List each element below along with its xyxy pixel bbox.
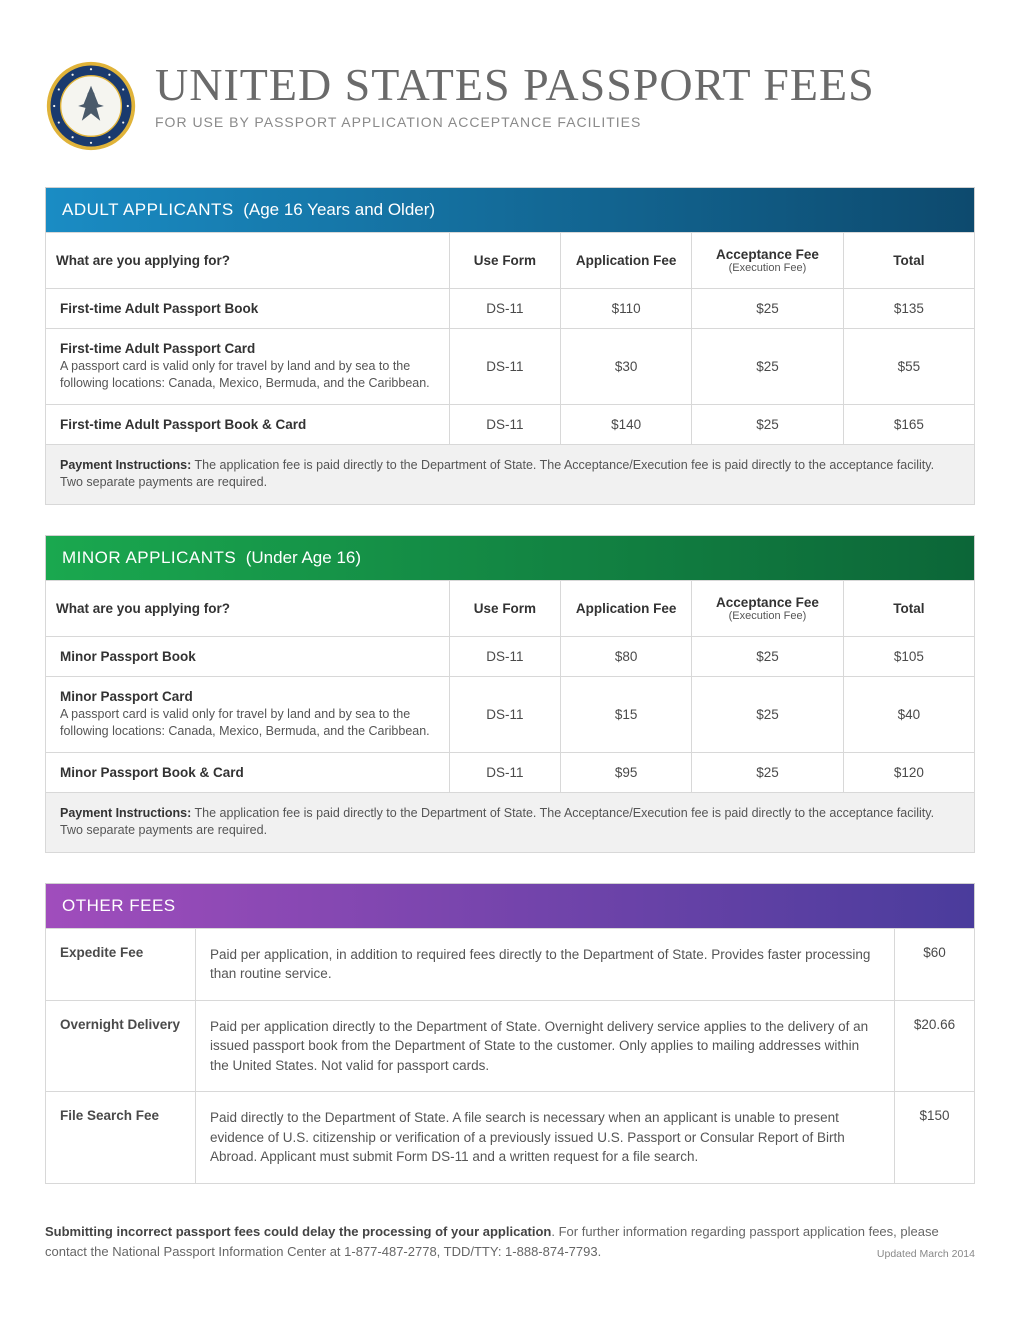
table-row: Expedite Fee Paid per application, in ad… xyxy=(46,928,975,1000)
payment-instructions-row: Payment Instructions: The application fe… xyxy=(46,792,975,852)
col-form: Use Form xyxy=(449,580,560,636)
col-total: Total xyxy=(843,233,974,289)
adult-fee-table: What are you applying for? Use Form Appl… xyxy=(45,232,975,505)
section-bar-title: MINOR APPLICANTS xyxy=(62,548,236,567)
page-header: UNITED STATES PASSPORT FEES FOR USE BY P… xyxy=(45,60,975,152)
col-total: Total xyxy=(843,580,974,636)
page-title: UNITED STATES PASSPORT FEES xyxy=(155,62,875,108)
updated-date: Updated March 2014 xyxy=(877,1247,975,1263)
col-what: What are you applying for? xyxy=(46,580,450,636)
other-fees-section: OTHER FEES Expedite Fee Paid per applica… xyxy=(45,883,975,1185)
payment-instructions-row: Payment Instructions: The application fe… xyxy=(46,444,975,504)
adult-section-bar: ADULT APPLICANTS (Age 16 Years and Older… xyxy=(45,187,975,232)
table-row: Minor Passport CardA passport card is va… xyxy=(46,676,975,752)
other-fees-table: Expedite Fee Paid per application, in ad… xyxy=(45,928,975,1185)
table-row: First-time Adult Passport Book & Card DS… xyxy=(46,404,975,444)
col-form: Use Form xyxy=(449,233,560,289)
minor-fee-table: What are you applying for? Use Form Appl… xyxy=(45,580,975,853)
section-bar-sub: (Age 16 Years and Older) xyxy=(243,200,435,219)
table-row: First-time Adult Passport Book DS-11 $11… xyxy=(46,289,975,329)
minor-section: MINOR APPLICANTS (Under Age 16) What are… xyxy=(45,535,975,853)
adult-section: ADULT APPLICANTS (Age 16 Years and Older… xyxy=(45,187,975,505)
other-section-bar: OTHER FEES xyxy=(45,883,975,928)
state-dept-seal-icon xyxy=(45,60,137,152)
table-row: Minor Passport Book DS-11 $80 $25 $105 xyxy=(46,636,975,676)
section-bar-title: ADULT APPLICANTS xyxy=(62,200,234,219)
section-bar-sub: (Under Age 16) xyxy=(246,548,361,567)
table-row: First-time Adult Passport CardA passport… xyxy=(46,329,975,405)
footer-warning: Submitting incorrect passport fees could… xyxy=(45,1224,551,1239)
table-header-row: What are you applying for? Use Form Appl… xyxy=(46,233,975,289)
page-footer: Submitting incorrect passport fees could… xyxy=(45,1222,975,1261)
col-what: What are you applying for? xyxy=(46,233,450,289)
minor-section-bar: MINOR APPLICANTS (Under Age 16) xyxy=(45,535,975,580)
col-app-fee: Application Fee xyxy=(560,233,691,289)
table-row: Overnight Delivery Paid per application … xyxy=(46,1000,975,1092)
table-row: Minor Passport Book & Card DS-11 $95 $25… xyxy=(46,752,975,792)
table-row: File Search Fee Paid directly to the Dep… xyxy=(46,1092,975,1184)
col-app-fee: Application Fee xyxy=(560,580,691,636)
col-acc-fee: Acceptance Fee(Execution Fee) xyxy=(692,580,843,636)
col-acc-fee: Acceptance Fee(Execution Fee) xyxy=(692,233,843,289)
section-bar-title: OTHER FEES xyxy=(62,896,176,915)
page-subtitle: FOR USE BY PASSPORT APPLICATION ACCEPTAN… xyxy=(155,114,875,130)
table-header-row: What are you applying for? Use Form Appl… xyxy=(46,580,975,636)
